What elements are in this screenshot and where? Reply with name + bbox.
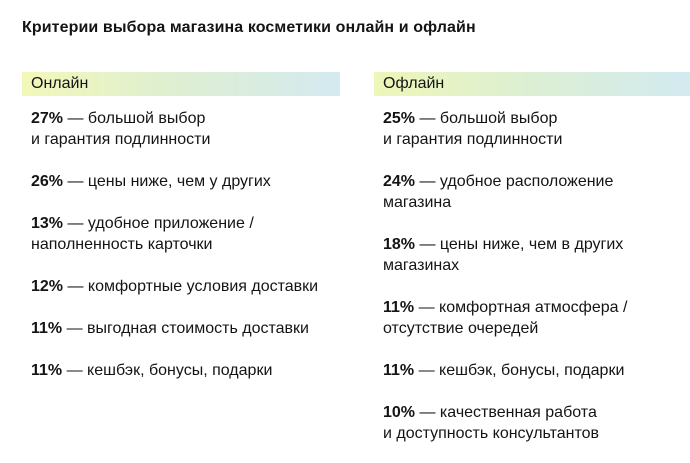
online-item-percent: 11% — [31, 362, 63, 379]
offline-column: Офлайн 25% — большой выбор и гарантия по… — [374, 72, 690, 442]
offline-item-percent: 24% — [383, 173, 416, 190]
online-header: Онлайн — [22, 72, 340, 96]
offline-item-text: — цены ниже, чем в других — [415, 236, 624, 253]
offline-item-text: — комфортная атмосфера / — [414, 299, 628, 316]
online-item-text: — большой выбор — [63, 110, 206, 127]
offline-item: 18% — цены ниже, чем в других магазинах — [383, 234, 623, 276]
online-item-percent: 27% — [31, 110, 64, 127]
offline-item: 25% — большой выбор и гарантия подлиннос… — [383, 108, 562, 150]
offline-item-text-line2: магазинах — [383, 257, 460, 274]
online-item-percent: 26% — [31, 173, 64, 190]
offline-item: 10% — качественная работа и доступность … — [383, 402, 599, 444]
online-item: 27% — большой выбор и гарантия подлиннос… — [31, 108, 210, 150]
online-item-percent: 12% — [31, 278, 64, 295]
online-item: 26% — цены ниже, чем у других — [31, 171, 271, 192]
offline-item-text: — качественная работа — [415, 404, 597, 421]
online-item-percent: 11% — [31, 320, 63, 337]
online-column: Онлайн 27% — большой выбор и гарантия по… — [22, 72, 342, 379]
online-item-percent: 13% — [31, 215, 64, 232]
offline-item: 11% — кешбэк, бонусы, подарки — [383, 360, 624, 381]
online-item: 11% — выгодная стоимость доставки — [31, 318, 309, 339]
offline-item-text: — удобное расположение — [415, 173, 614, 190]
online-item-text: — удобное приложение / — [63, 215, 254, 232]
offline-item-percent: 11% — [383, 299, 415, 316]
page-title: Критерии выбора магазина косметики онлай… — [22, 19, 476, 36]
online-item-text: — выгодная стоимость доставки — [62, 320, 309, 337]
offline-item-text-line2: отсутствие очередей — [383, 320, 539, 337]
online-item: 12% — комфортные условия доставки — [31, 276, 318, 297]
offline-header: Офлайн — [374, 72, 690, 96]
offline-item: 11% — комфортная атмосфера / отсутствие … — [383, 297, 627, 339]
online-item: 13% — удобное приложение / наполненность… — [31, 213, 254, 255]
offline-item-percent: 18% — [383, 236, 416, 253]
offline-item-text-line2: магазина — [383, 194, 452, 211]
online-item: 11% — кешбэк, бонусы, подарки — [31, 360, 272, 381]
offline-item-percent: 11% — [383, 362, 415, 379]
offline-item: 24% — удобное расположение магазина — [383, 171, 613, 213]
offline-item-text: — большой выбор — [415, 110, 558, 127]
offline-item-text-line2: и гарантия подлинности — [383, 131, 563, 148]
offline-item-percent: 10% — [383, 404, 416, 421]
online-item-text: — комфортные условия доставки — [63, 278, 319, 295]
online-item-text: — кешбэк, бонусы, подарки — [62, 362, 273, 379]
online-item-text-line2: наполненность карточки — [31, 236, 213, 253]
offline-item-percent: 25% — [383, 110, 416, 127]
offline-item-text-line2: и доступность консультантов — [383, 425, 600, 442]
online-item-text: — цены ниже, чем у других — [63, 173, 271, 190]
offline-item-text: — кешбэк, бонусы, подарки — [414, 362, 625, 379]
online-item-text-line2: и гарантия подлинности — [31, 131, 211, 148]
